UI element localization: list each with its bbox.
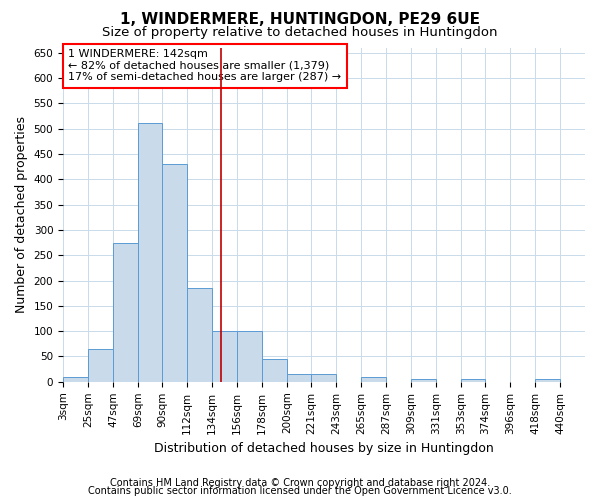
Bar — [461, 380, 485, 382]
Bar — [162, 164, 187, 382]
Text: Contains public sector information licensed under the Open Government Licence v3: Contains public sector information licen… — [88, 486, 512, 496]
Bar — [411, 380, 436, 382]
Bar — [535, 380, 560, 382]
Bar — [361, 377, 386, 382]
Bar — [63, 377, 88, 382]
Bar — [212, 331, 237, 382]
Text: 1 WINDERMERE: 142sqm
← 82% of detached houses are smaller (1,379)
17% of semi-de: 1 WINDERMERE: 142sqm ← 82% of detached h… — [68, 49, 341, 82]
Text: 1, WINDERMERE, HUNTINGDON, PE29 6UE: 1, WINDERMERE, HUNTINGDON, PE29 6UE — [120, 12, 480, 28]
Bar — [311, 374, 336, 382]
Bar — [88, 349, 113, 382]
Y-axis label: Number of detached properties: Number of detached properties — [15, 116, 28, 313]
Bar — [113, 242, 138, 382]
Bar — [237, 331, 262, 382]
Bar — [187, 288, 212, 382]
Text: Contains HM Land Registry data © Crown copyright and database right 2024.: Contains HM Land Registry data © Crown c… — [110, 478, 490, 488]
Text: Size of property relative to detached houses in Huntingdon: Size of property relative to detached ho… — [102, 26, 498, 39]
Bar — [287, 374, 311, 382]
Bar — [262, 359, 287, 382]
Bar — [138, 124, 162, 382]
X-axis label: Distribution of detached houses by size in Huntingdon: Distribution of detached houses by size … — [154, 442, 494, 455]
